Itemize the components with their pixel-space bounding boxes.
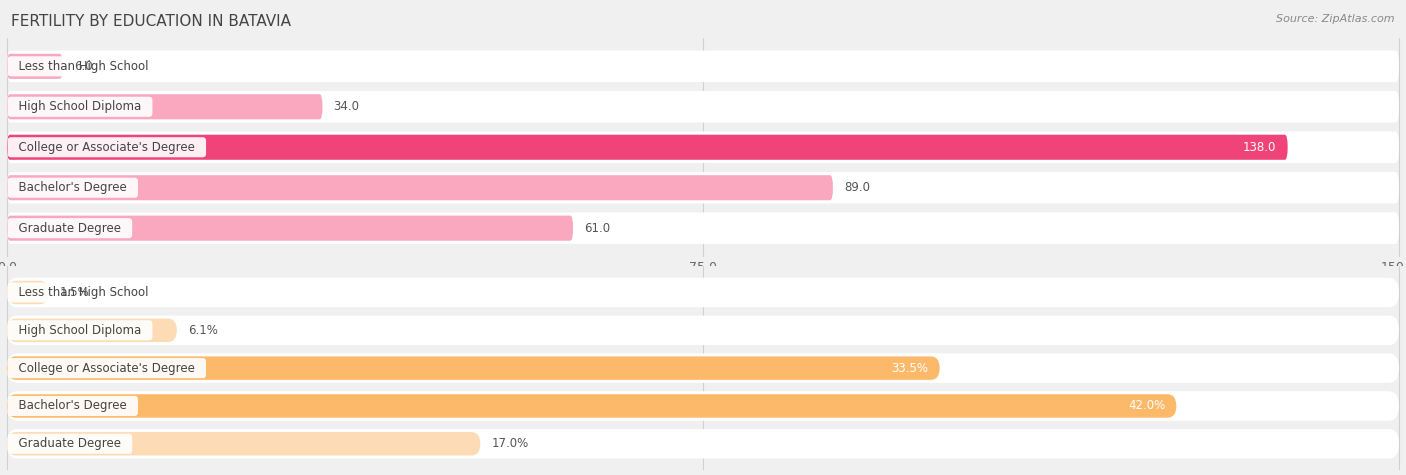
FancyBboxPatch shape — [7, 135, 1288, 160]
Text: Less than High School: Less than High School — [11, 60, 156, 73]
Text: Less than High School: Less than High School — [11, 286, 156, 299]
FancyBboxPatch shape — [7, 91, 1399, 123]
FancyBboxPatch shape — [7, 353, 1399, 383]
Text: Bachelor's Degree: Bachelor's Degree — [11, 181, 135, 194]
FancyBboxPatch shape — [7, 94, 322, 119]
Text: 34.0: 34.0 — [333, 100, 360, 113]
FancyBboxPatch shape — [7, 50, 1399, 82]
Text: 33.5%: 33.5% — [891, 361, 928, 375]
Text: 42.0%: 42.0% — [1128, 399, 1166, 412]
FancyBboxPatch shape — [7, 175, 832, 200]
FancyBboxPatch shape — [7, 281, 49, 304]
FancyBboxPatch shape — [7, 319, 177, 342]
Text: FERTILITY BY EDUCATION IN BATAVIA: FERTILITY BY EDUCATION IN BATAVIA — [11, 14, 291, 29]
Text: 17.0%: 17.0% — [492, 437, 529, 450]
Text: 138.0: 138.0 — [1243, 141, 1277, 154]
FancyBboxPatch shape — [7, 394, 1177, 418]
Text: Source: ZipAtlas.com: Source: ZipAtlas.com — [1277, 14, 1395, 24]
FancyBboxPatch shape — [7, 172, 1399, 203]
Text: 6.0: 6.0 — [73, 60, 93, 73]
Text: High School Diploma: High School Diploma — [11, 100, 149, 113]
Text: College or Associate's Degree: College or Associate's Degree — [11, 361, 202, 375]
Text: Graduate Degree: Graduate Degree — [11, 222, 128, 235]
FancyBboxPatch shape — [7, 432, 481, 456]
FancyBboxPatch shape — [7, 216, 574, 241]
Text: High School Diploma: High School Diploma — [11, 324, 149, 337]
Text: 6.1%: 6.1% — [188, 324, 218, 337]
Text: Graduate Degree: Graduate Degree — [11, 437, 128, 450]
FancyBboxPatch shape — [7, 132, 1399, 163]
Text: 61.0: 61.0 — [585, 222, 610, 235]
Text: 89.0: 89.0 — [844, 181, 870, 194]
FancyBboxPatch shape — [7, 278, 1399, 307]
FancyBboxPatch shape — [7, 54, 63, 79]
Text: Bachelor's Degree: Bachelor's Degree — [11, 399, 135, 412]
FancyBboxPatch shape — [7, 315, 1399, 345]
FancyBboxPatch shape — [7, 356, 939, 380]
FancyBboxPatch shape — [7, 429, 1399, 458]
Text: 1.5%: 1.5% — [60, 286, 90, 299]
FancyBboxPatch shape — [7, 391, 1399, 421]
FancyBboxPatch shape — [7, 212, 1399, 244]
Text: College or Associate's Degree: College or Associate's Degree — [11, 141, 202, 154]
